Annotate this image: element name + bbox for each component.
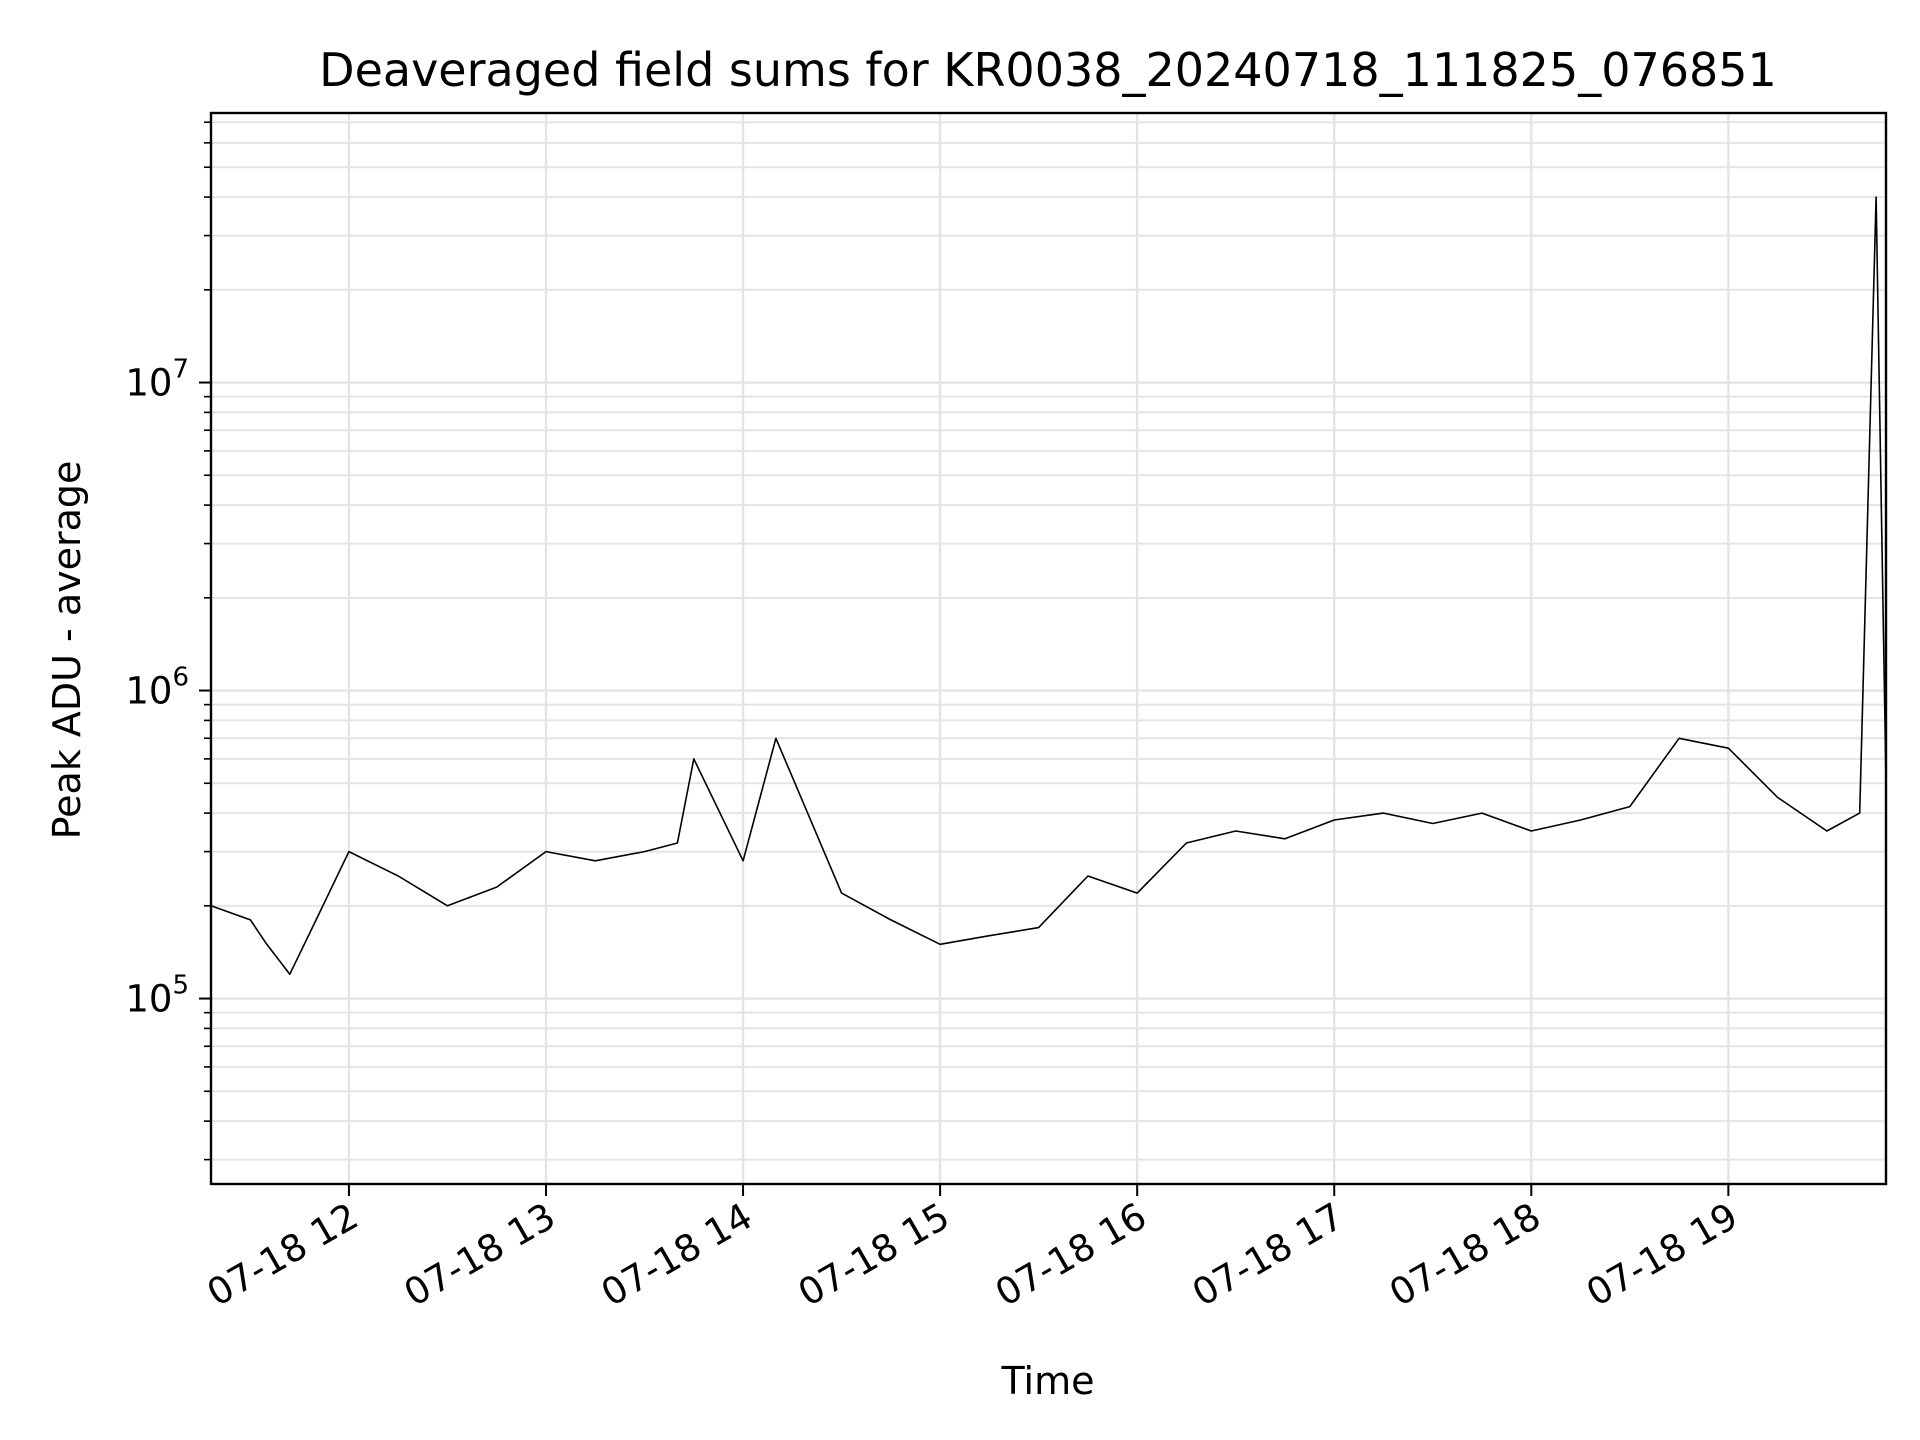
chart-title: Deaveraged field sums for KR0038_2024071…	[319, 43, 1777, 97]
y-axis: 105 106 107	[125, 121, 211, 1161]
y-tick-label: 106	[125, 663, 189, 713]
x-axis-label: Time	[1001, 1359, 1095, 1403]
series-line	[210, 196, 1887, 976]
plot-frame	[209, 111, 1888, 1186]
y-tick-label: 107	[125, 355, 189, 405]
y-axis-label: Peak ADU - average	[45, 461, 89, 840]
grid	[211, 113, 1886, 1184]
series-line-path	[210, 196, 1887, 976]
y-tick-label: 105	[125, 971, 189, 1021]
